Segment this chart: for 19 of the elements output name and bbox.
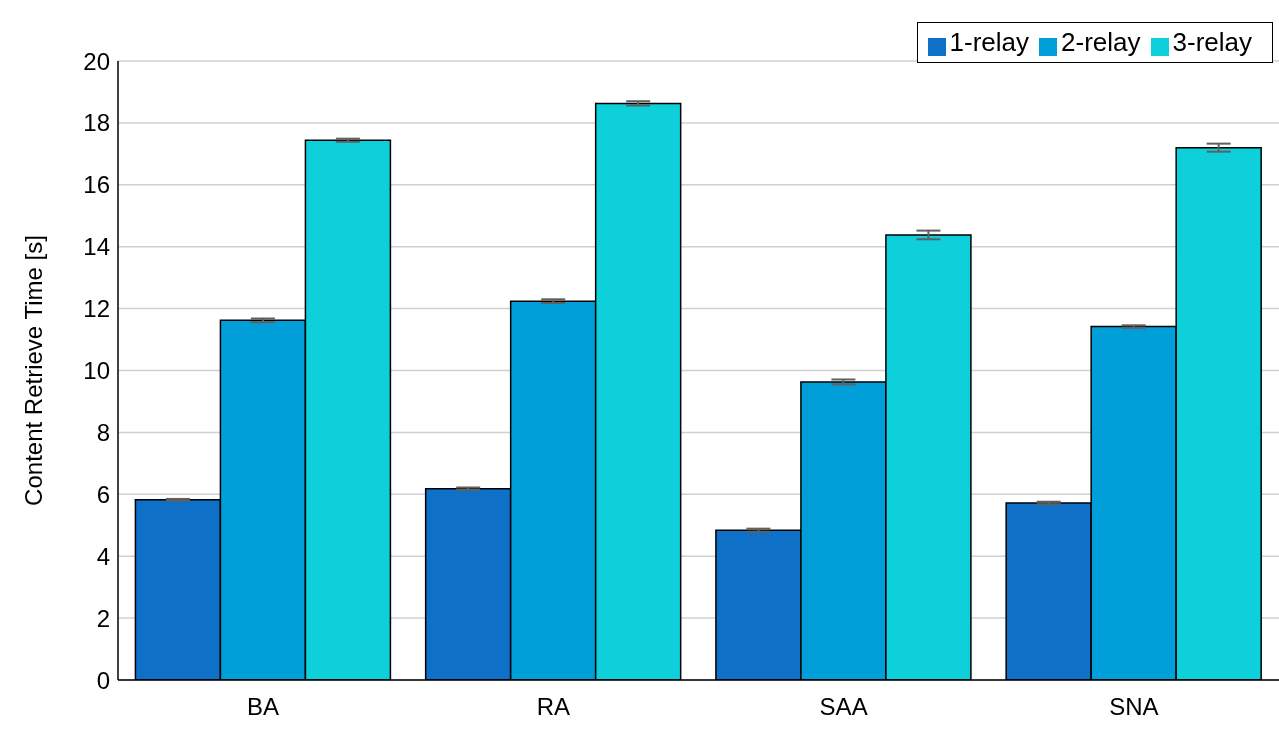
y-tick-label: 0 <box>96 666 110 694</box>
y-tick-label: 4 <box>96 542 110 570</box>
y-tick-label: 16 <box>83 171 110 199</box>
legend-label: 1-relay <box>949 27 1030 57</box>
y-tick-label: 12 <box>83 295 110 323</box>
y-tick-label: 14 <box>83 233 110 261</box>
y-tick-label: 6 <box>96 480 110 508</box>
x-tick-label: BA <box>247 693 280 721</box>
x-tick-label: RA <box>536 693 571 721</box>
legend-label: 2-relay <box>1061 27 1141 57</box>
y-tick-label: 18 <box>83 109 110 137</box>
y-axis-title: Content Retrieve Time [s] <box>19 235 47 506</box>
legend-label: 3-relay <box>1172 27 1252 57</box>
y-tick-label: 8 <box>96 418 110 446</box>
y-tick-label: 10 <box>83 357 110 385</box>
x-tick-label: SAA <box>819 693 868 721</box>
y-tick-label: 20 <box>83 47 110 75</box>
x-tick-label: SNA <box>1109 693 1159 721</box>
y-tick-label: 2 <box>96 604 110 632</box>
